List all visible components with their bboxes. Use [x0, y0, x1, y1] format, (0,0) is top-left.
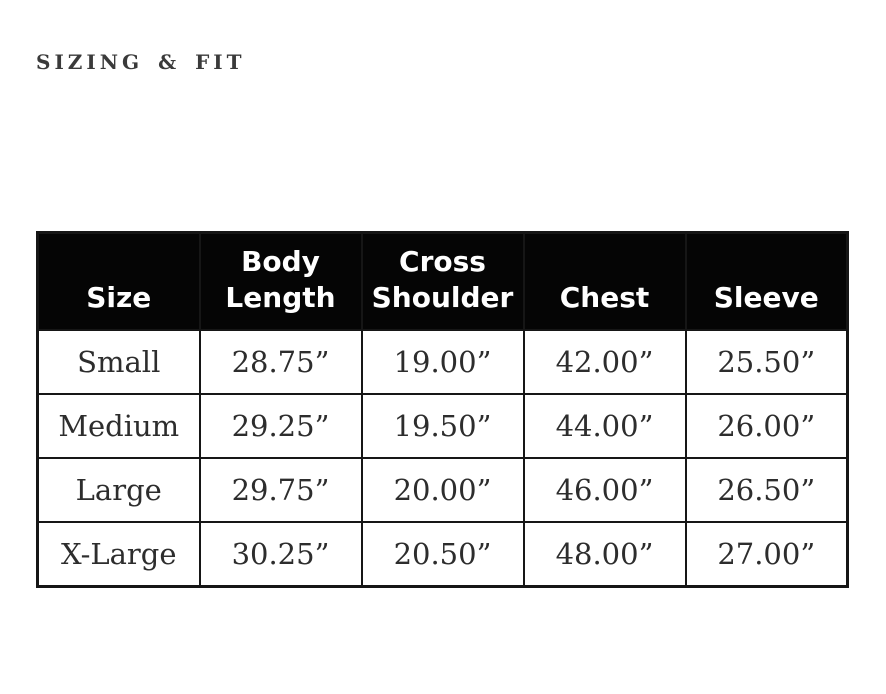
- cell-size: X-Large: [36, 520, 201, 587]
- column-header-size-label: Size: [86, 281, 152, 315]
- cell-chest: 44.00”: [522, 392, 687, 459]
- cell-sleeve: 25.50”: [684, 328, 849, 395]
- cell-chest: 48.00”: [522, 520, 687, 587]
- cell-chest: 46.00”: [522, 456, 687, 523]
- table-row-x-large: X-Large 30.25” 20.50” 48.00” 27.00”: [36, 520, 849, 587]
- column-header-body-length-label: Body Length: [225, 244, 336, 315]
- size-chart-body: Small 28.75” 19.00” 42.00” 25.50” Medium…: [36, 328, 849, 587]
- size-chart-table: Size Body Length Cross Shoulder Chest Sl…: [36, 231, 849, 588]
- cell-sleeve: 26.50”: [684, 456, 849, 523]
- cell-cross-shoulder: 19.50”: [360, 392, 525, 459]
- cell-cross-shoulder: 20.50”: [360, 520, 525, 587]
- table-row-small: Small 28.75” 19.00” 42.00” 25.50”: [36, 328, 849, 395]
- cell-size: Medium: [36, 392, 201, 459]
- column-header-cross-shoulder: Cross Shoulder: [360, 231, 525, 331]
- size-chart-header: Size Body Length Cross Shoulder Chest Sl…: [36, 231, 849, 331]
- column-header-chest-label: Chest: [559, 281, 650, 315]
- column-header-size: Size: [36, 231, 201, 331]
- cell-sleeve: 26.00”: [684, 392, 849, 459]
- cell-body-length: 28.75”: [198, 328, 363, 395]
- section-heading-sizing-and-fit: SIZING & FIT: [36, 50, 246, 74]
- header-row: Size Body Length Cross Shoulder Chest Sl…: [36, 231, 849, 331]
- cell-body-length: 29.25”: [198, 392, 363, 459]
- column-header-chest: Chest: [522, 231, 687, 331]
- column-header-cross-shoulder-label: Cross Shoulder: [371, 244, 514, 315]
- table-row-medium: Medium 29.25” 19.50” 44.00” 26.00”: [36, 392, 849, 459]
- cell-cross-shoulder: 19.00”: [360, 328, 525, 395]
- cell-size: Small: [36, 328, 201, 395]
- table-row-large: Large 29.75” 20.00” 46.00” 26.50”: [36, 456, 849, 523]
- cell-size: Large: [36, 456, 201, 523]
- cell-sleeve: 27.00”: [684, 520, 849, 587]
- cell-chest: 42.00”: [522, 328, 687, 395]
- cell-body-length: 29.75”: [198, 456, 363, 523]
- column-header-sleeve-label: Sleeve: [713, 281, 819, 315]
- cell-cross-shoulder: 20.00”: [360, 456, 525, 523]
- column-header-body-length: Body Length: [198, 231, 363, 331]
- column-header-sleeve: Sleeve: [684, 231, 849, 331]
- cell-body-length: 30.25”: [198, 520, 363, 587]
